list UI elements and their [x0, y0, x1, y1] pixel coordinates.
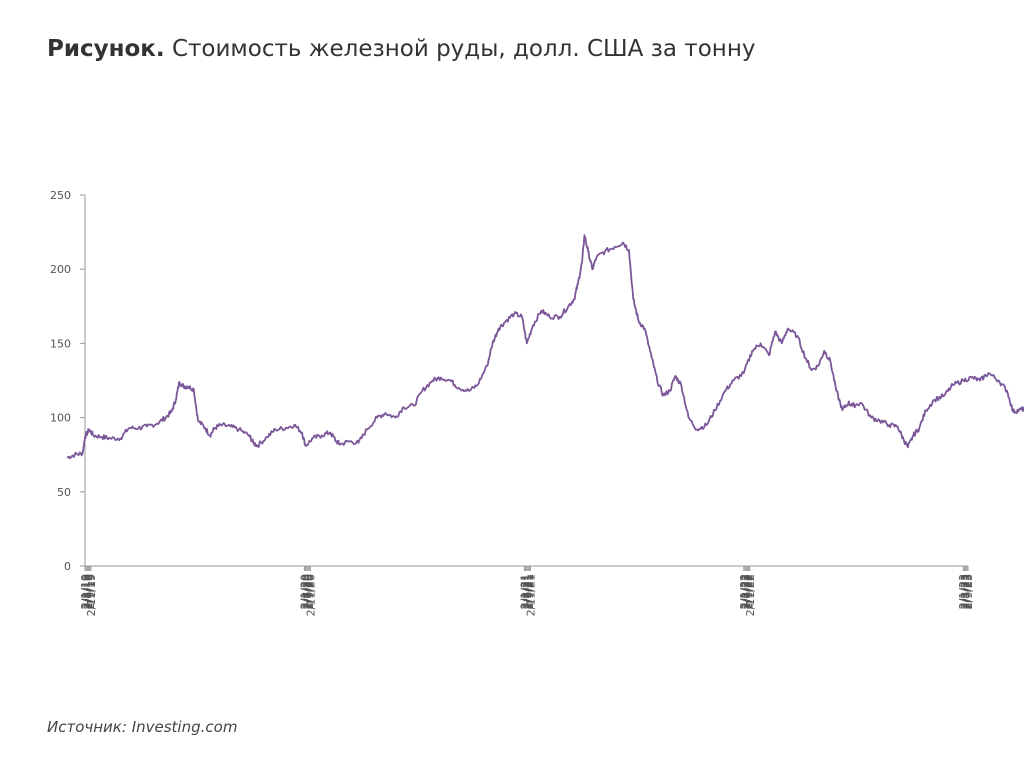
source-note: Источник: Investing.com: [47, 718, 237, 736]
x-tick-label: 2/1/21: [518, 574, 531, 609]
x-tick-label: 2/5/21: [521, 574, 534, 609]
x-tick-label: 2/5/22: [740, 574, 753, 609]
source-value: Investing.com: [131, 718, 238, 736]
x-tick-label: 2/3/19: [80, 574, 93, 609]
x-tick-label: 2/11/21: [524, 574, 537, 616]
x-tick-label: 2/9/22: [743, 574, 756, 609]
y-tick-label: 200: [50, 263, 71, 276]
x-tick-label: 2/1/23: [957, 574, 970, 609]
y-tick-label: 100: [50, 412, 71, 425]
y-tick-label: 0: [64, 560, 71, 573]
x-tick-label: 2/9/20: [303, 574, 316, 609]
y-tick-label: 250: [50, 189, 71, 202]
x-tick-label: 2/3/22: [739, 574, 752, 609]
x-tick-label: 2/5/19: [81, 574, 94, 609]
x-tick-label: 2/3/23: [958, 574, 971, 609]
x-tick-label: 2/7/20: [302, 574, 315, 609]
title-bold: Рисунок.: [47, 36, 165, 62]
y-tick-label: 150: [50, 337, 71, 350]
x-tick-label: 2/11/19: [85, 574, 98, 616]
x-tick-label: 2/3/21: [520, 574, 533, 609]
x-tick-label: 2/1/22: [738, 574, 751, 609]
x-tick-label: 2/11/20: [304, 574, 317, 616]
y-tick-label: 50: [57, 486, 71, 499]
x-tick-label: 2/11/22: [744, 574, 757, 616]
x-tick-label: 2/5/23: [960, 574, 973, 609]
title-text: Стоимость железной руды, долл. США за то…: [171, 36, 756, 62]
x-tick-label: 2/7/23: [961, 574, 974, 609]
x-tick-label: 2/9/21: [523, 574, 536, 609]
x-tick-label: 2/7/19: [83, 574, 96, 609]
x-tick-label: 2/7/22: [741, 574, 754, 609]
x-tick-label: 2/3/20: [300, 574, 313, 609]
x-tick-label: 2/9/19: [84, 574, 97, 609]
x-tick-label: 2/1/20: [298, 574, 311, 609]
price-series-line: [66, 234, 1024, 460]
chart-title: Рисунок. Стоимость железной руды, долл. …: [47, 36, 755, 62]
x-tick-label: 2/7/21: [522, 574, 535, 609]
x-tick-label: 2/5/20: [301, 574, 314, 609]
source-label: Источник:: [47, 718, 127, 736]
x-tick-label: 2/9/23: [962, 574, 975, 609]
x-tick-label: 2/1/19: [79, 574, 92, 609]
